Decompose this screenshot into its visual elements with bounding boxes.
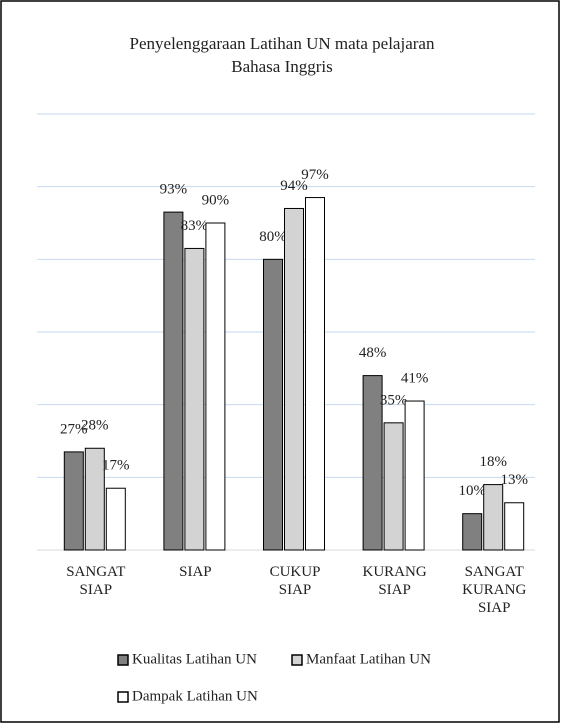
data-label: 35% [380,392,408,408]
bar [284,207,304,551]
bar [504,502,525,551]
data-label: 28% [81,418,109,434]
data-label: 13% [500,472,528,488]
bar [362,375,383,551]
x-tick-label: SIAP [179,564,212,580]
bar [383,422,404,551]
bar [84,447,105,551]
bar [205,222,226,551]
bar [63,451,84,551]
data-label: 17% [102,458,130,474]
data-label: 10% [458,483,486,499]
bar [184,247,205,551]
data-label: 83% [181,218,209,234]
data-label: 94% [280,178,308,194]
chart-title: Penyelenggaraan Latihan UN mata pelajara… [130,34,435,76]
legend-label: Kualitas Latihan UN [132,651,257,667]
data-label: 97% [301,167,329,183]
x-tick-label: SANGAT KURANG SIAP [462,564,526,616]
x-tick-label: SANGAT SIAP [66,564,125,598]
data-label: 93% [160,182,188,198]
data-label: 90% [202,192,230,208]
data-label: 48% [359,345,387,361]
bar [462,513,483,551]
legend-swatch [291,654,303,666]
x-tick-label: CUKUP SIAP [270,564,321,598]
data-label: 27% [60,421,88,437]
legend-label: Dampak Latihan UN [132,688,258,704]
x-tick-label: KURANG SIAP [363,564,427,598]
bar [163,211,184,551]
bar [105,487,126,551]
legend-swatch [117,654,129,666]
data-label: 80% [259,229,287,245]
bar [263,258,283,551]
legend-swatch [117,691,129,703]
bar [483,484,504,551]
bar [404,400,425,551]
data-label: 41% [401,370,429,386]
data-label: 18% [479,454,507,470]
bar [305,197,325,551]
legend-label: Manfaat Latihan UN [306,651,431,667]
